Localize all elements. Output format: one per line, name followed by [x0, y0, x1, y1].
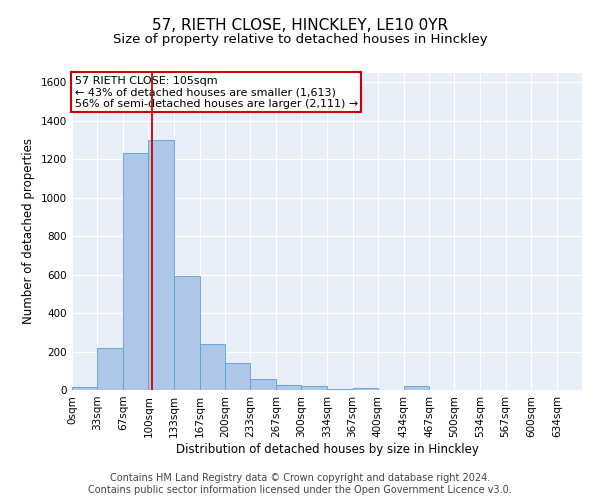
Bar: [97, 348, 123, 390]
Text: 57 RIETH CLOSE: 105sqm
← 43% of detached houses are smaller (1,613)
56% of semi-: 57 RIETH CLOSE: 105sqm ← 43% of detached…: [74, 76, 358, 109]
Bar: [328, 389, 353, 390]
Bar: [148, 140, 173, 390]
Y-axis label: Number of detached properties: Number of detached properties: [22, 138, 35, 324]
Text: Size of property relative to detached houses in Hinckley: Size of property relative to detached ho…: [113, 32, 487, 46]
Bar: [301, 386, 328, 390]
Bar: [200, 344, 225, 390]
X-axis label: Distribution of detached houses by size in Hinckley: Distribution of detached houses by size …: [176, 442, 478, 456]
Bar: [72, 387, 97, 390]
Bar: [404, 386, 429, 390]
Text: Contains HM Land Registry data © Crown copyright and database right 2024.
Contai: Contains HM Land Registry data © Crown c…: [88, 474, 512, 495]
Bar: [353, 388, 378, 390]
Bar: [276, 385, 301, 390]
Bar: [250, 380, 276, 390]
Bar: [123, 154, 148, 390]
Bar: [173, 276, 200, 390]
Text: 57, RIETH CLOSE, HINCKLEY, LE10 0YR: 57, RIETH CLOSE, HINCKLEY, LE10 0YR: [152, 18, 448, 32]
Bar: [225, 363, 250, 390]
